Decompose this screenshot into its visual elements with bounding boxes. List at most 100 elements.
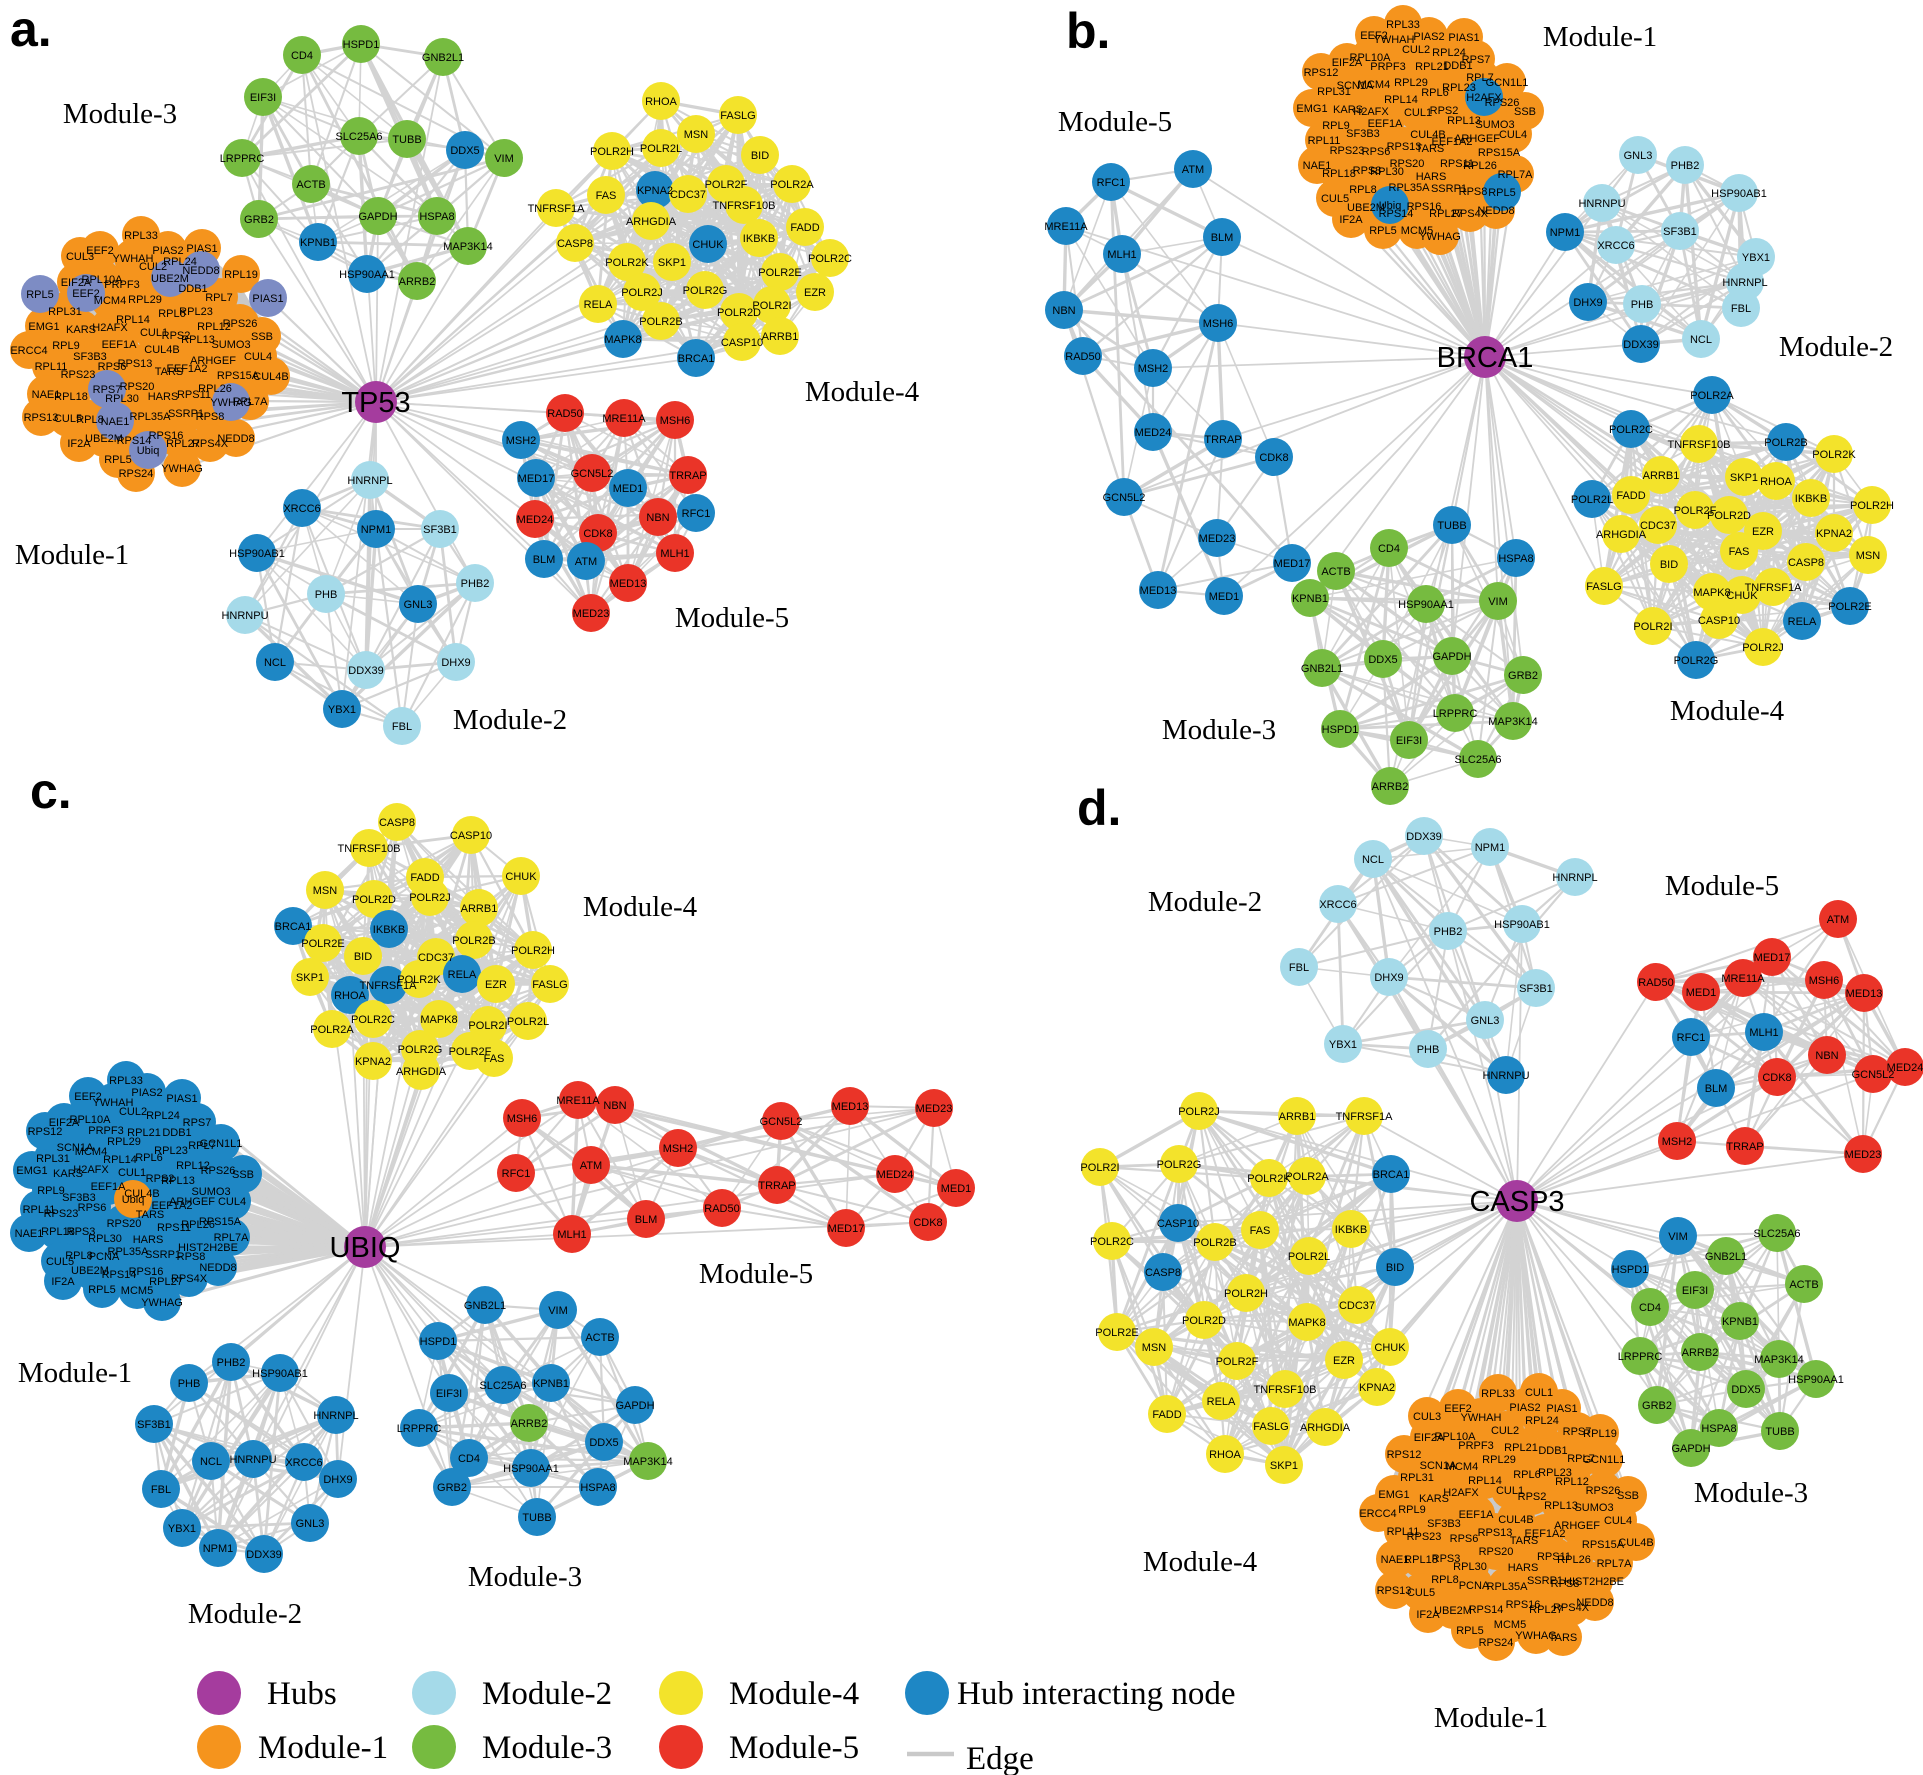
svg-text:ACTB: ACTB xyxy=(585,1332,614,1344)
svg-text:CD4: CD4 xyxy=(1639,1302,1661,1314)
svg-text:SUMO3: SUMO3 xyxy=(1475,119,1514,131)
svg-text:SF3B3: SF3B3 xyxy=(1427,1518,1461,1530)
svg-text:FBL: FBL xyxy=(151,1484,171,1496)
svg-text:POLR2C: POLR2C xyxy=(1609,424,1653,436)
svg-text:HARS: HARS xyxy=(1508,1562,1539,1574)
svg-text:BRCA1: BRCA1 xyxy=(1437,342,1534,374)
svg-text:CDK8: CDK8 xyxy=(913,1217,942,1229)
svg-text:RPL5: RPL5 xyxy=(88,1284,116,1296)
svg-text:CUL3: CUL3 xyxy=(1413,1411,1441,1423)
svg-text:RPS15A: RPS15A xyxy=(199,1216,242,1228)
svg-text:ARRB2: ARRB2 xyxy=(399,276,436,288)
svg-text:CUL3: CUL3 xyxy=(66,251,94,263)
svg-text:RPL7A: RPL7A xyxy=(233,396,269,408)
svg-text:PRPF3: PRPF3 xyxy=(104,279,139,291)
svg-text:RPL31: RPL31 xyxy=(48,306,82,318)
svg-text:POLR2E: POLR2E xyxy=(1095,1327,1138,1339)
svg-text:ARHGDIA: ARHGDIA xyxy=(396,1066,447,1078)
svg-text:XRCC6: XRCC6 xyxy=(1319,899,1356,911)
svg-text:RPS6: RPS6 xyxy=(98,361,127,373)
svg-text:RPL30: RPL30 xyxy=(105,393,139,405)
svg-text:RPL26: RPL26 xyxy=(1463,160,1497,172)
svg-text:SLC25A6: SLC25A6 xyxy=(335,131,382,143)
svg-text:RPL11: RPL11 xyxy=(1308,135,1341,147)
svg-text:NPM1: NPM1 xyxy=(203,1543,234,1555)
svg-text:RAD50: RAD50 xyxy=(1065,351,1100,363)
svg-text:BRCA1: BRCA1 xyxy=(1373,1169,1410,1181)
svg-text:HNRNPL: HNRNPL xyxy=(1722,277,1767,289)
svg-text:POLR2D: POLR2D xyxy=(352,894,396,906)
svg-text:Module-3: Module-3 xyxy=(482,1730,612,1766)
svg-text:MED13: MED13 xyxy=(1846,988,1883,1000)
svg-text:RPS2: RPS2 xyxy=(146,1173,175,1185)
svg-text:RPL33: RPL33 xyxy=(1481,1388,1515,1400)
svg-text:CUL4: CUL4 xyxy=(244,351,272,363)
svg-text:NPM1: NPM1 xyxy=(1550,227,1581,239)
svg-text:CUL5: CUL5 xyxy=(1407,1587,1435,1599)
svg-text:RPS4X: RPS4X xyxy=(192,438,229,450)
svg-text:CUL4B: CUL4B xyxy=(1498,1514,1533,1526)
svg-text:HARS: HARS xyxy=(1416,171,1447,183)
svg-text:RPL7: RPL7 xyxy=(1567,1453,1595,1465)
svg-text:RPS8: RPS8 xyxy=(177,1251,206,1263)
svg-text:RHOA: RHOA xyxy=(1209,1449,1241,1461)
svg-text:NCL: NCL xyxy=(1690,334,1712,346)
svg-text:RPS4X: RPS4X xyxy=(171,1273,208,1285)
svg-text:RPS26: RPS26 xyxy=(223,318,258,330)
svg-text:POLR2G: POLR2G xyxy=(1674,655,1719,667)
svg-text:RPS20: RPS20 xyxy=(1479,1546,1514,1558)
svg-text:POLR2B: POLR2B xyxy=(452,935,495,947)
svg-text:MAPK8: MAPK8 xyxy=(604,334,641,346)
svg-text:DHX9: DHX9 xyxy=(1573,297,1602,309)
svg-text:PHB: PHB xyxy=(1631,299,1654,311)
svg-text:DDX5: DDX5 xyxy=(450,145,479,157)
svg-text:YBX1: YBX1 xyxy=(1742,252,1770,264)
svg-text:RPS15A: RPS15A xyxy=(1478,147,1521,159)
svg-text:MCM5: MCM5 xyxy=(1401,225,1433,237)
svg-text:RPS11: RPS11 xyxy=(177,389,211,401)
svg-text:Module-1: Module-1 xyxy=(15,539,129,571)
svg-text:POLR2C: POLR2C xyxy=(1090,1236,1134,1248)
svg-text:FAS: FAS xyxy=(596,190,617,202)
svg-text:ATM: ATM xyxy=(580,1160,602,1172)
svg-text:RPS23: RPS23 xyxy=(1407,1531,1442,1543)
svg-text:MED24: MED24 xyxy=(517,514,554,526)
svg-text:RPS11: RPS11 xyxy=(157,1222,191,1234)
svg-text:POLR2H: POLR2H xyxy=(590,146,634,158)
svg-text:FAS: FAS xyxy=(484,1053,505,1065)
svg-text:IF2A: IF2A xyxy=(1416,1609,1440,1621)
svg-text:RPL11: RPL11 xyxy=(23,1204,56,1216)
svg-text:Module-5: Module-5 xyxy=(675,602,789,634)
svg-text:Module-2: Module-2 xyxy=(453,704,567,736)
svg-text:GNL3: GNL3 xyxy=(1624,150,1653,162)
svg-text:EEF1A2: EEF1A2 xyxy=(167,363,208,375)
svg-text:POLR2C: POLR2C xyxy=(808,253,852,265)
svg-text:KARS: KARS xyxy=(66,324,96,336)
svg-text:RPS4X: RPS4X xyxy=(1553,1602,1590,1614)
svg-text:RPL10A: RPL10A xyxy=(82,274,124,286)
svg-text:POLR2A: POLR2A xyxy=(1690,390,1734,402)
svg-text:PRPF3: PRPF3 xyxy=(88,1125,123,1137)
svg-text:POLR2G: POLR2G xyxy=(683,285,728,297)
svg-text:RPL10A: RPL10A xyxy=(1350,52,1392,64)
svg-text:HNRNPU: HNRNPU xyxy=(1578,198,1625,210)
svg-text:Hub interacting node: Hub interacting node xyxy=(957,1676,1236,1712)
svg-text:POLR2L: POLR2L xyxy=(1288,1251,1330,1263)
svg-text:SKP1: SKP1 xyxy=(658,257,686,269)
svg-text:SSB: SSB xyxy=(251,331,273,343)
svg-text:CDC37: CDC37 xyxy=(1640,520,1676,532)
svg-text:Module-4: Module-4 xyxy=(729,1676,859,1712)
svg-text:SKP1: SKP1 xyxy=(1730,472,1758,484)
svg-text:RPL7: RPL7 xyxy=(1466,72,1494,84)
svg-text:RPS6: RPS6 xyxy=(1450,1533,1479,1545)
svg-text:PIAS1: PIAS1 xyxy=(186,243,217,255)
svg-text:RPL35A: RPL35A xyxy=(1487,1581,1529,1593)
svg-text:KARS: KARS xyxy=(1333,104,1363,116)
svg-text:H2AFX: H2AFX xyxy=(73,1164,109,1176)
svg-text:EEF2: EEF2 xyxy=(1360,30,1388,42)
svg-text:MAPK8: MAPK8 xyxy=(420,1014,457,1026)
svg-text:UBIQ: UBIQ xyxy=(330,1232,401,1264)
svg-text:Module-3: Module-3 xyxy=(1162,714,1276,746)
svg-text:RPL5: RPL5 xyxy=(1369,225,1397,237)
svg-text:ARHGDIA: ARHGDIA xyxy=(1300,1422,1351,1434)
